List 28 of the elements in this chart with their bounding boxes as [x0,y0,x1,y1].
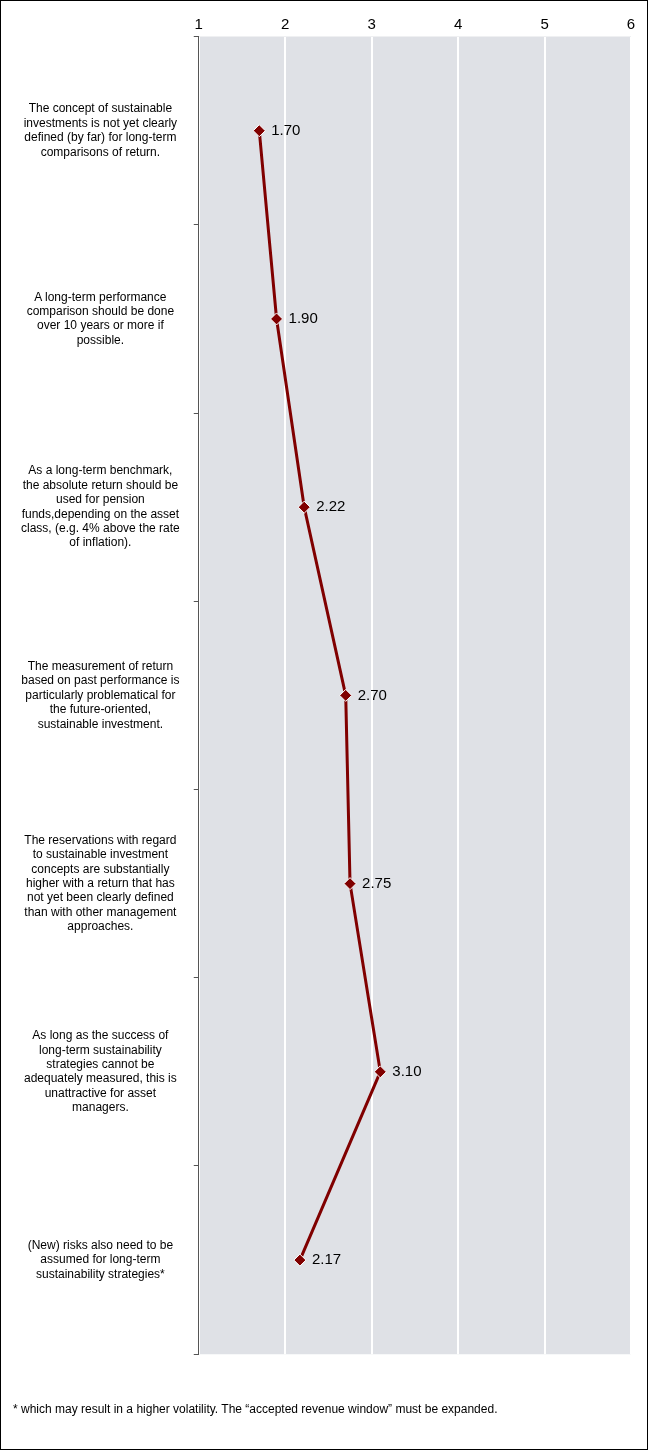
point [293,1253,307,1267]
data-label: 3.10 [392,1062,422,1079]
data-label: 2.22 [316,497,346,515]
x-tick-label: 6 [626,14,636,32]
x-tick-label: 2 [281,14,290,32]
x-tick-label: 4 [453,14,463,32]
y-tick-label: A long-term performance comparison should be done over 10 years or more if possible. [26,289,175,347]
y-tick-label: As a long-term benchmark, the absolute return should be used for pension funds,depending on the asset class, (e.g. 4% above the rate of inflation). [20,463,181,550]
y-tick-label: As long as the success of long-term sustainability strategies cannot be adequately measured, this is unattractive for asset managers. [23,1028,177,1115]
y-tick-label: (New) risks also need to be assumed for long-term sustainability strategies* [27,1238,174,1281]
x-tick-label: 1 [194,14,203,32]
point [252,124,266,138]
text: * which may result in a higher volatility. The “accepted revenue window” must be expanded. [12,1401,499,1418]
point [297,500,311,514]
data-label: 2.70 [357,685,387,703]
point [270,312,284,326]
data-label: 1.70 [271,120,301,138]
x-tick-label: 5 [540,14,549,32]
data-label: 1.90 [288,309,318,327]
y-tick-label: The measurement of return based on past performance is particularly problematical for the future-oriented, sustainable investment. [21,658,180,731]
y-tick-label: The concept of sustainable investments is not yet clearly defined (by far) for long-term comparisons of return. [23,101,178,159]
point [339,688,353,702]
y-tick-label: The reservations with regard to sustainable investment concepts are substantially higher with a return that has not yet been clearly defined than with other management approaches. [24,832,178,934]
point [343,877,357,891]
data-label: 2.75 [362,873,392,891]
data-label: 2.17 [311,1250,342,1268]
point [373,1065,387,1079]
x-tick-label: 3 [367,14,376,32]
